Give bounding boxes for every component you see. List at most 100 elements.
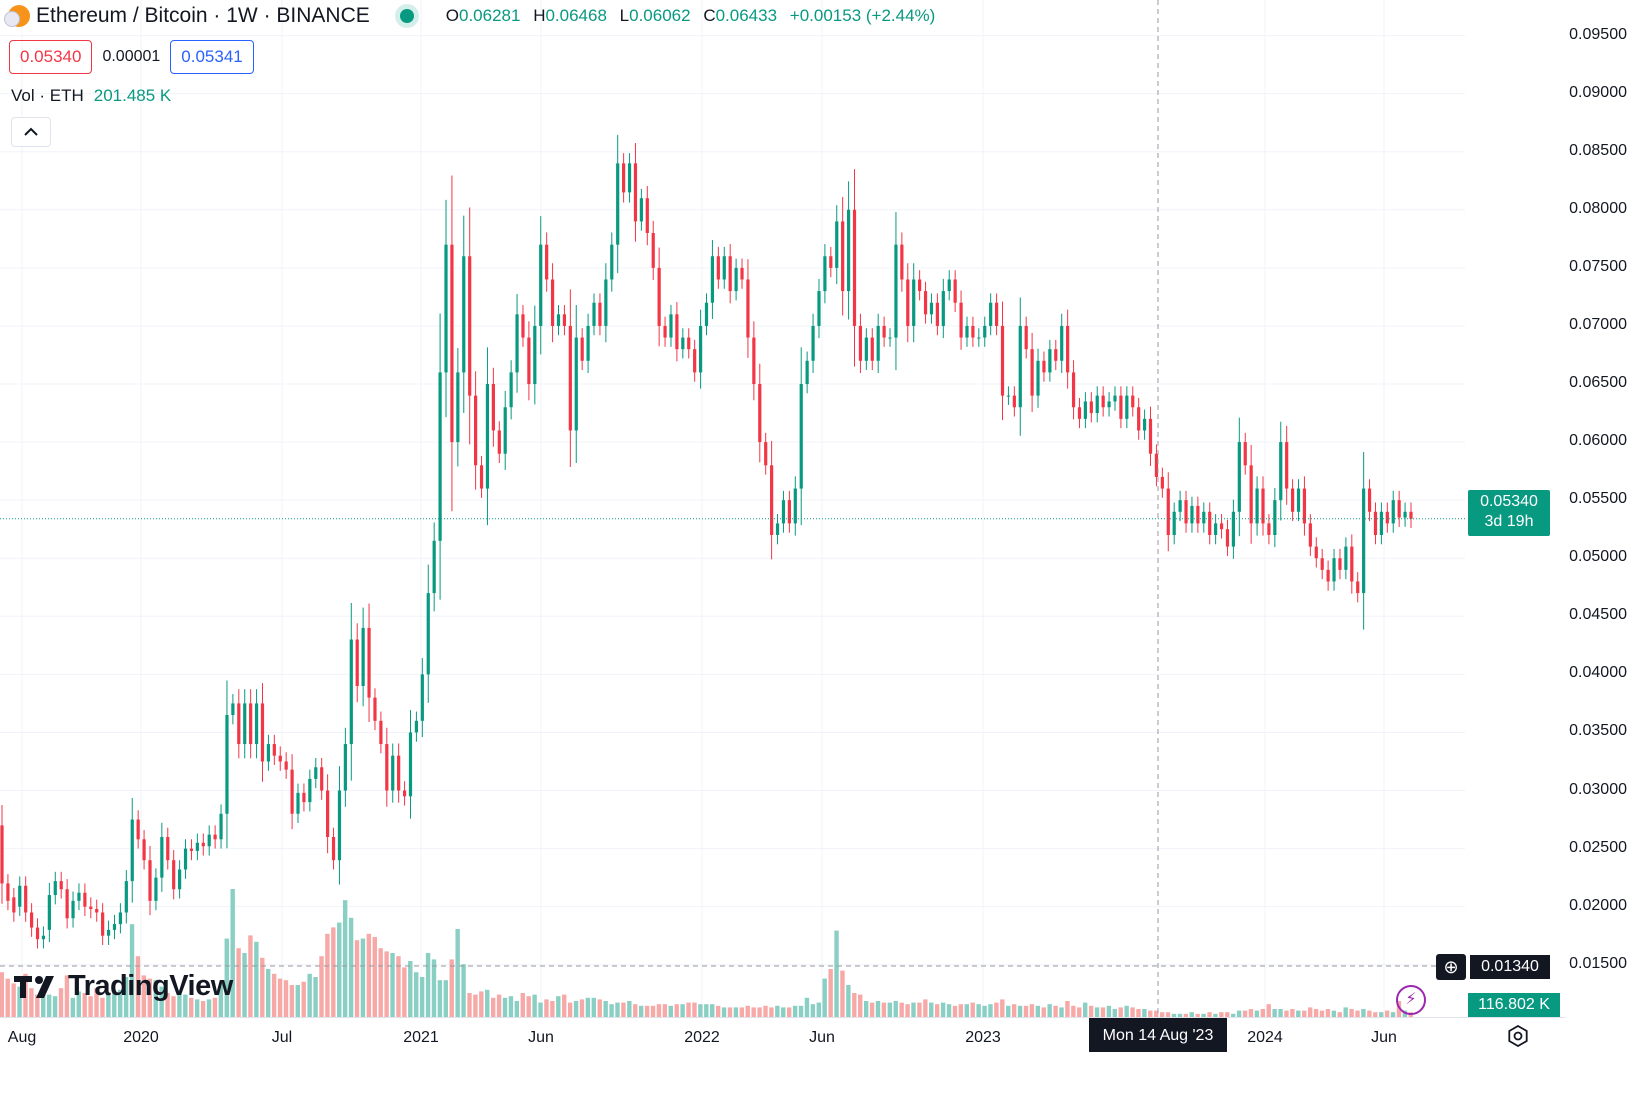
market-status-icon[interactable] — [399, 9, 414, 23]
volume-bar — [704, 1004, 709, 1017]
volume-bar — [514, 1001, 520, 1017]
candle-body — [1060, 325, 1064, 361]
volume-bar — [1195, 1013, 1200, 1017]
volume-bar — [1006, 1005, 1011, 1017]
time-tick-label: Jul — [271, 1029, 293, 1046]
volume-bar — [526, 996, 531, 1017]
candle-body — [426, 593, 430, 675]
candle-body — [1214, 523, 1218, 536]
volume-bar — [757, 1007, 762, 1017]
candle-body — [515, 314, 519, 373]
candle-body — [1107, 401, 1111, 408]
price-change: +0.00153 (+2.44%) — [789, 6, 936, 25]
candle-body — [1142, 418, 1147, 431]
candle-body — [456, 372, 460, 443]
volume-bar — [1183, 1013, 1189, 1017]
volume-bar — [177, 989, 182, 1017]
price-tick-label: 0.02000 — [1569, 896, 1627, 914]
candle-body — [77, 892, 81, 901]
candle-body — [918, 279, 922, 292]
volume-legend[interactable]: Vol · ETH 201.485 K — [11, 86, 171, 106]
candle-body — [1131, 395, 1135, 408]
candle-body — [941, 291, 945, 326]
candle-body — [817, 291, 821, 326]
candle-body — [444, 244, 448, 373]
candle-body — [402, 790, 407, 797]
candle-body — [793, 488, 797, 524]
volume-bar — [544, 999, 549, 1017]
candle-body — [657, 267, 661, 326]
volume-bar — [946, 1004, 952, 1017]
candle-body — [556, 314, 561, 326]
symbol-title[interactable]: Ethereum / Bitcoin · 1W · BINANCE — [36, 4, 370, 27]
chart-overlay — [0, 0, 1465, 1017]
volume-bar — [1201, 1013, 1206, 1017]
volume-bar — [384, 951, 389, 1017]
candle-body — [894, 244, 898, 338]
volume-bar — [1118, 1007, 1123, 1017]
candle-body — [1332, 558, 1336, 582]
bolt-icon[interactable]: ⚡ — [1396, 985, 1426, 1015]
sell-button[interactable]: 0.05340 — [9, 40, 93, 74]
candle-body — [450, 244, 454, 443]
volume-bar — [319, 956, 324, 1017]
candle-body — [41, 935, 46, 940]
volume-bar — [1373, 1012, 1378, 1017]
candle-body — [1267, 523, 1271, 536]
candle-body — [1160, 476, 1164, 489]
candle-body — [598, 302, 602, 326]
volume-bar — [934, 1004, 940, 1017]
candle-body — [474, 395, 478, 466]
candle-body — [290, 769, 294, 814]
volume-bar — [562, 994, 567, 1017]
volume-bar — [289, 985, 295, 1017]
volume-bar — [899, 1002, 904, 1017]
volume-bar — [745, 1005, 750, 1017]
volume-bar — [473, 994, 478, 1017]
volume-bar — [1290, 1009, 1295, 1017]
volume-bar — [0, 972, 5, 1017]
chart-grid — [0, 0, 1465, 1017]
volume-bar — [852, 993, 857, 1017]
candle-body — [947, 279, 951, 292]
symbol-header[interactable]: Ethereum / Bitcoin · 1W · BINANCE O0.062… — [4, 4, 943, 28]
candle-body — [1148, 418, 1153, 454]
volume-bar — [58, 988, 64, 1017]
volume-bar — [112, 991, 117, 1017]
candle-body — [47, 895, 51, 930]
volume-bar — [893, 1001, 898, 1017]
volume-bar — [467, 993, 472, 1017]
axis-divider — [0, 1017, 1565, 1018]
crosshair-price-tag: 0.01340 — [1470, 955, 1550, 979]
volume-bar — [680, 1004, 685, 1017]
volume-bar — [988, 1004, 993, 1017]
candle-body — [272, 744, 276, 756]
gear-icon[interactable] — [1507, 1025, 1529, 1047]
candle-body — [758, 384, 762, 443]
volume-bar — [1225, 1012, 1230, 1017]
candle-body — [438, 372, 442, 541]
volume-bar — [159, 986, 164, 1017]
volume-bar — [792, 1005, 798, 1017]
buy-button[interactable]: 0.05341 — [170, 40, 254, 74]
candle-body — [704, 302, 709, 326]
time-tick-label: Jun — [809, 1029, 835, 1046]
candle-body — [627, 163, 632, 193]
volume-bar — [1041, 1007, 1046, 1017]
candle-body — [65, 889, 69, 919]
candle-body — [106, 929, 111, 936]
volume-bar — [982, 1005, 987, 1017]
tradingview-logo[interactable]: TradingView — [14, 970, 233, 1003]
candle-body — [308, 778, 312, 803]
volume-bar — [674, 1004, 679, 1017]
add-alert-plus-icon[interactable]: ⊕ — [1436, 954, 1466, 980]
candle-body — [675, 314, 679, 350]
volume-bar — [271, 973, 277, 1017]
volume-bar — [1112, 1009, 1117, 1017]
volume-bar — [550, 1001, 555, 1017]
candle-body — [983, 325, 987, 338]
candle-body — [1403, 511, 1407, 518]
candle-body — [183, 848, 188, 870]
collapse-legend-button[interactable] — [11, 117, 51, 147]
